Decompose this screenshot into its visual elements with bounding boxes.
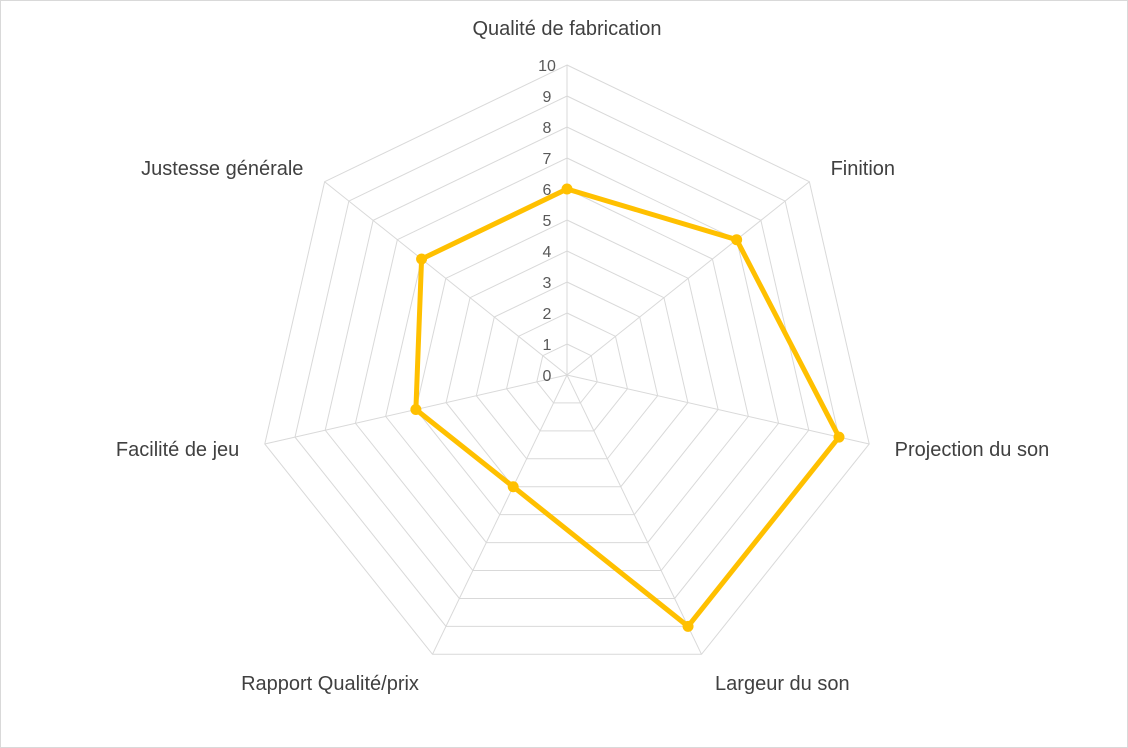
grid-ring — [385, 188, 749, 544]
data-point — [410, 403, 422, 415]
tick-label: 9 — [543, 89, 552, 106]
tick-label: 8 — [543, 120, 552, 137]
grid-ring — [415, 219, 719, 516]
axis-spoke — [566, 374, 702, 655]
data-point — [507, 481, 519, 493]
tick-label: 6 — [543, 182, 552, 199]
category-label: Facilité de jeu — [116, 439, 239, 461]
tick-label-layer: 0 1 2 3 4 5 6 7 8 9 10 — [538, 58, 556, 385]
grid-ring — [506, 312, 628, 432]
axis-label-layer: Qualité de fabrication Finition Projection… — [116, 18, 1049, 695]
grid-ring — [445, 250, 689, 488]
grid-ring — [324, 126, 810, 599]
grid-ring — [264, 64, 870, 655]
tick-label: 5 — [543, 213, 552, 230]
grid-layer — [264, 64, 870, 655]
data-point — [561, 183, 573, 195]
axis-spoke — [566, 181, 810, 376]
category-label: Qualité de fabrication — [472, 18, 661, 40]
series-line — [413, 186, 842, 629]
tick-label: 1 — [543, 337, 552, 354]
data-point — [682, 620, 694, 632]
grid-ring — [536, 343, 598, 404]
tick-label: 0 — [543, 368, 552, 385]
data-point — [731, 234, 743, 246]
axis-spoke — [566, 374, 870, 445]
data-point — [416, 253, 428, 265]
tick-label: 4 — [543, 244, 552, 261]
category-label: Largeur du son — [715, 673, 850, 695]
grid-ring — [475, 281, 659, 460]
category-label: Projection du son — [895, 439, 1050, 461]
axis-spoke — [324, 181, 568, 376]
data-point — [833, 431, 845, 443]
tick-label: 3 — [543, 275, 552, 292]
category-label: Finition — [831, 158, 895, 180]
category-label: Rapport Qualité/prix — [241, 673, 419, 695]
category-label: Justesse générale — [141, 158, 303, 180]
tick-label: 2 — [543, 306, 552, 323]
tick-label: 7 — [543, 151, 552, 168]
grid-ring — [294, 95, 840, 627]
tick-label: 10 — [538, 58, 556, 75]
grid-ring — [354, 157, 780, 572]
series-layer — [410, 183, 845, 632]
axis-spoke — [432, 374, 568, 655]
